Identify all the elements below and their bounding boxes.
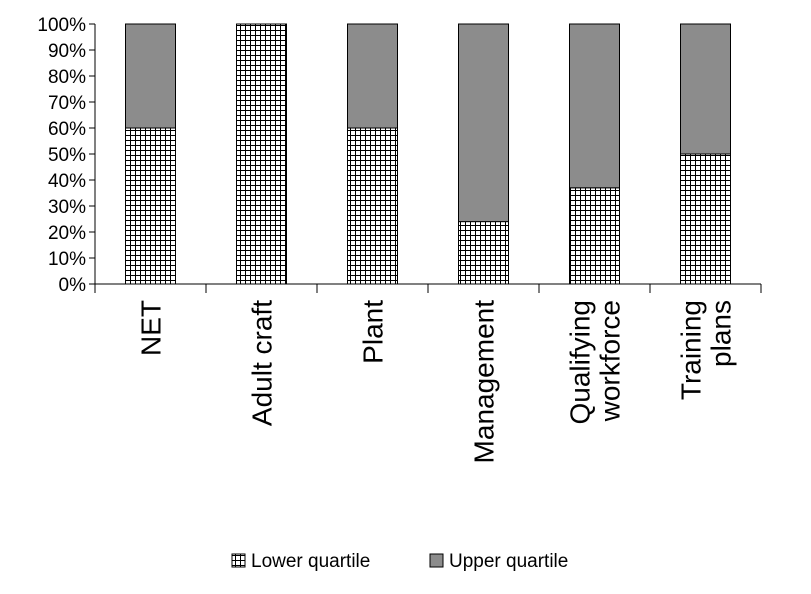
y-tick-label: 40%: [48, 171, 86, 192]
legend: Lower quartile Upper quartile: [231, 551, 568, 572]
bar-lower-quartile: [458, 221, 509, 285]
x-category-label: Training: [676, 300, 707, 400]
bar-upper-quartile: [680, 23, 731, 155]
y-tick-label: 50%: [48, 145, 86, 166]
y-tick-label: 30%: [48, 197, 86, 218]
x-category-label: Qualifying: [565, 300, 596, 425]
bar-upper-quartile: [569, 23, 620, 189]
legend-swatch-lower: [231, 553, 246, 568]
bar-lower-quartile: [680, 153, 731, 285]
bar-lower-quartile: [569, 187, 620, 285]
x-category-label: NET: [136, 300, 167, 356]
x-category-label: Adult craft: [247, 300, 278, 426]
legend-label: Upper quartile: [449, 551, 568, 572]
bar-upper-quartile: [125, 23, 176, 129]
bar-lower-quartile: [236, 23, 287, 285]
bar-upper-quartile: [347, 23, 398, 129]
y-tick-label: 0%: [59, 275, 87, 296]
y-tick-label: 60%: [48, 119, 86, 140]
y-tick-label: 80%: [48, 67, 86, 88]
y-tick-label: 10%: [48, 249, 86, 270]
x-category-label: plans: [706, 300, 737, 367]
legend-label: Lower quartile: [251, 551, 370, 572]
x-category-label: Management: [469, 300, 500, 464]
legend-swatch-upper: [429, 553, 444, 568]
x-category-label: Plant: [358, 300, 389, 364]
plot-area: 0% 10% 20% 30% 40% 50% 60% 70% 80% 90% 100% NET Adul…: [37, 15, 762, 464]
y-tick-label: 70%: [48, 93, 86, 114]
bar-lower-quartile: [125, 127, 176, 285]
y-tick-label: 90%: [48, 41, 86, 62]
x-category-label: workforce: [595, 300, 626, 422]
y-tick-label: 20%: [48, 223, 86, 244]
bar-upper-quartile: [458, 23, 509, 223]
bar-lower-quartile: [347, 127, 398, 285]
y-tick-label: 100%: [37, 15, 86, 36]
